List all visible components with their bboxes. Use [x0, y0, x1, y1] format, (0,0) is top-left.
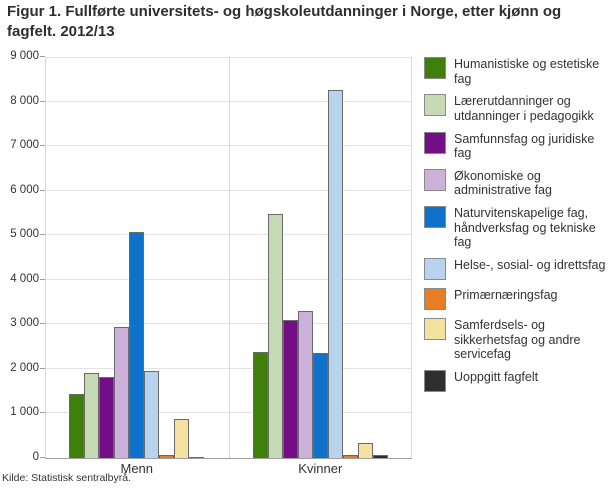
legend-label-6: Primærnæringsfag [454, 287, 558, 302]
bar-kvinner-series-0 [252, 352, 268, 459]
bar-menn-series-6 [159, 454, 175, 459]
bar-menn-series-1 [84, 373, 100, 459]
legend-swatch-1 [424, 94, 446, 117]
y-tick-5000 [40, 234, 45, 236]
chart-title: Figur 1. Fullførte universitets- og høgs… [7, 3, 562, 40]
y-tick-label-3000: 3 000 [10, 317, 39, 330]
legend-item-7: Samferdsels- og sikkerhetsfag og andre s… [424, 317, 608, 362]
y-tick-3000 [40, 323, 45, 325]
legend-item-1: Lærerutdanninger og utdanninger i pedago… [424, 94, 608, 123]
legend: Humanistiske og estetiske fag Lærerutdann… [424, 57, 608, 392]
bar-kvinner-series-1 [267, 213, 283, 459]
bar-kvinner-series-5 [327, 89, 343, 459]
legend-item-4: Naturvitenskapelige fag, håndverksfag og… [424, 206, 608, 250]
source-note: Kilde: Statistisk sentralbyrå. [2, 472, 131, 484]
bar-kvinner-series-6 [342, 454, 358, 459]
y-tick-label-7000: 7 000 [10, 139, 39, 152]
y-tick-label-6000: 6 000 [10, 183, 39, 196]
y-tick-6000 [40, 189, 45, 191]
category-divider [228, 57, 230, 458]
bar-kvinner-series-2 [282, 320, 298, 459]
y-tick-label-8000: 8 000 [10, 94, 39, 107]
y-tick-label-9000: 9 000 [10, 50, 39, 62]
legend-swatch-8 [424, 369, 446, 392]
legend-item-5: Helse-, sosial- og idrettsfag [424, 257, 608, 280]
legend-item-3: Økonomiske og administrative fag [424, 168, 608, 198]
legend-label-0: Humanistiske og estetiske fag [454, 57, 600, 86]
legend-label-4: Naturvitenskapelige fag, håndverksfag og… [454, 206, 596, 250]
legend-label-8: Uoppgitt fagfelt [454, 369, 539, 384]
legend-item-8: Uoppgitt fagfelt [424, 369, 608, 392]
bar-kvinner-series-4 [312, 352, 328, 459]
y-tick-4000 [40, 278, 45, 280]
y-tick-9000 [40, 56, 45, 57]
y-tick-label-5000: 5 000 [10, 228, 39, 241]
y-tick-8000 [40, 100, 45, 102]
y-tick-7000 [40, 145, 45, 147]
bar-kvinner-series-8 [372, 455, 388, 459]
x-axis-line [45, 458, 412, 459]
plot-area [40, 56, 412, 459]
legend-item-0: Humanistiske og estetiske fag [424, 57, 608, 86]
legend-swatch-3 [424, 168, 446, 191]
legend-swatch-5 [424, 257, 446, 280]
legend-item-2: Samfunnsfag og juridiske fag [424, 131, 608, 161]
x-label-menn: Menn [120, 461, 154, 476]
bar-kvinner-series-3 [297, 311, 313, 459]
y-tick-label-0: 0 [32, 451, 39, 463]
plot-border-left [45, 57, 46, 458]
bar-kvinner-series-7 [357, 443, 373, 459]
plot-border-right [411, 57, 412, 458]
legend-label-1: Lærerutdanninger og utdanninger i pedago… [454, 94, 594, 123]
bar-menn-series-8 [189, 456, 205, 459]
legend-swatch-4 [424, 206, 446, 228]
y-tick-1000 [40, 412, 45, 414]
bar-menn-series-5 [144, 371, 160, 459]
x-label-kvinner: Kvinner [298, 461, 343, 476]
y-tick-label-4000: 4 000 [10, 272, 39, 285]
legend-swatch-6 [424, 287, 446, 310]
y-axis: 0 1 000 2 000 3 000 4 000 5 000 6 000 7 000 8 00… [0, 50, 39, 463]
bar-menn-series-7 [174, 419, 190, 459]
legend-label-2: Samfunnsfag og juridiske fag [454, 131, 595, 161]
bar-menn-series-0 [69, 394, 85, 459]
y-tick-0 [40, 457, 45, 458]
legend-swatch-7 [424, 317, 446, 340]
y-tick-label-2000: 2 000 [10, 361, 39, 374]
legend-label-7: Samferdsels- og sikkerhetsfag og andre s… [454, 317, 581, 362]
y-tick-label-1000: 1 000 [10, 406, 39, 419]
y-tick-2000 [40, 367, 45, 369]
bar-menn-series-2 [99, 377, 115, 459]
legend-label-3: Økonomiske og administrative fag [454, 168, 552, 198]
legend-swatch-2 [424, 131, 446, 154]
legend-label-5: Helse-, sosial- og idrettsfag [454, 257, 606, 272]
bar-menn-series-3 [114, 327, 130, 459]
bar-menn-series-4 [129, 232, 145, 459]
legend-swatch-0 [424, 57, 446, 79]
legend-item-6: Primærnæringsfag [424, 287, 608, 310]
